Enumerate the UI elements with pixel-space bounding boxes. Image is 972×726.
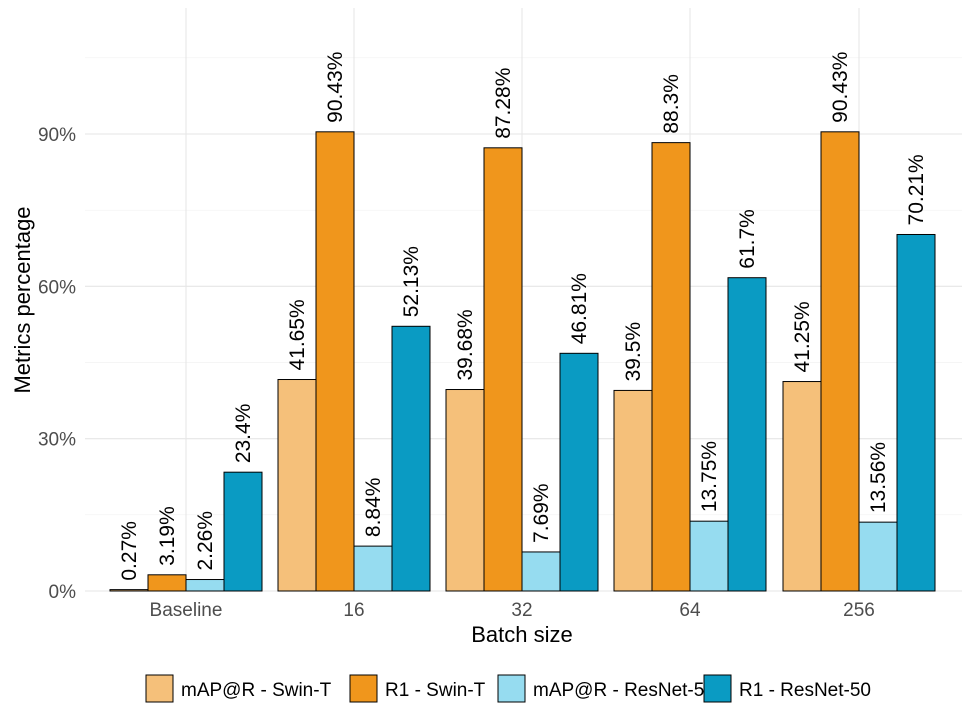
- bar: [483, 147, 523, 592]
- legend-label: R1 - Swin-T: [385, 680, 486, 701]
- bar: [445, 389, 485, 592]
- data-label: 90.43%: [324, 52, 347, 123]
- data-label: 52.13%: [400, 246, 423, 317]
- x-tick-label: 64: [679, 600, 701, 621]
- bar: [896, 233, 936, 592]
- y-tick-label: 30%: [38, 430, 76, 451]
- bar: [689, 520, 729, 592]
- y-tick-label: 60%: [38, 277, 76, 298]
- data-label: 87.28%: [492, 68, 515, 139]
- data-label: 13.56%: [867, 442, 890, 513]
- legend-item: R1 - ResNet-50: [703, 674, 871, 703]
- bar: [782, 381, 822, 592]
- data-label: 2.26%: [194, 511, 217, 571]
- data-label: 13.75%: [698, 441, 721, 512]
- bar: [559, 352, 599, 592]
- x-axis-title: Batch size: [471, 622, 573, 647]
- x-tick-label: 32: [511, 600, 532, 621]
- bar: [109, 589, 149, 592]
- bars-layer: [109, 131, 936, 592]
- bar: [277, 379, 317, 592]
- data-label: 41.25%: [791, 301, 814, 372]
- data-label: 90.43%: [829, 52, 852, 123]
- legend-label: mAP@R - Swin-T: [181, 680, 332, 701]
- legend-swatch: [349, 674, 378, 703]
- x-tick-label: 256: [843, 600, 875, 621]
- y-axis-title: Metrics percentage: [10, 206, 35, 393]
- data-label: 7.69%: [530, 483, 553, 543]
- bar: [727, 277, 767, 592]
- data-label: 46.81%: [568, 273, 591, 344]
- legend-label: mAP@R - ResNet-50: [533, 680, 715, 701]
- x-tick-label: 16: [343, 600, 364, 621]
- bar: [858, 521, 898, 592]
- bar: [147, 574, 187, 592]
- y-tick-label: 90%: [38, 125, 76, 146]
- bar: [521, 551, 561, 592]
- data-label: 0.27%: [118, 521, 141, 581]
- x-tick-label: Baseline: [150, 600, 223, 621]
- data-labels-layer: 0.27% 41.65% 39.68% 39.5% 41.25% 3.19% 90.43% 8…: [118, 52, 928, 581]
- legend-swatch: [497, 674, 526, 703]
- legend-swatch: [145, 674, 174, 703]
- data-label: 23.4%: [232, 404, 255, 464]
- bar: [223, 471, 263, 592]
- legend-item: R1 - Swin-T: [349, 674, 486, 703]
- data-label: 39.68%: [454, 309, 477, 380]
- y-tick-label: 0%: [49, 582, 77, 603]
- legend-label: R1 - ResNet-50: [739, 680, 871, 701]
- bar: [651, 142, 691, 592]
- data-label: 8.84%: [362, 478, 385, 538]
- legend-item: mAP@R - ResNet-50: [497, 674, 715, 703]
- data-label: 61.7%: [736, 209, 759, 269]
- data-label: 88.3%: [660, 74, 683, 134]
- bar: [315, 131, 355, 592]
- data-label: 3.19%: [156, 506, 179, 566]
- bar: [613, 389, 653, 592]
- bar: [391, 325, 431, 592]
- data-label: 39.5%: [622, 322, 645, 382]
- data-label: 70.21%: [905, 154, 928, 225]
- legend-swatch: [703, 674, 732, 703]
- bar: [185, 579, 225, 592]
- legend-item: mAP@R - Swin-T: [145, 674, 332, 703]
- data-label: 41.65%: [286, 299, 309, 370]
- legend: mAP@R - Swin-T R1 - Swin-T mAP@R - ResNet-…: [145, 674, 871, 703]
- bar: [820, 131, 860, 592]
- axes-layer: 0% 30% 60% 90% Baseline 16 32 64 256: [38, 125, 875, 621]
- bar: [353, 545, 393, 592]
